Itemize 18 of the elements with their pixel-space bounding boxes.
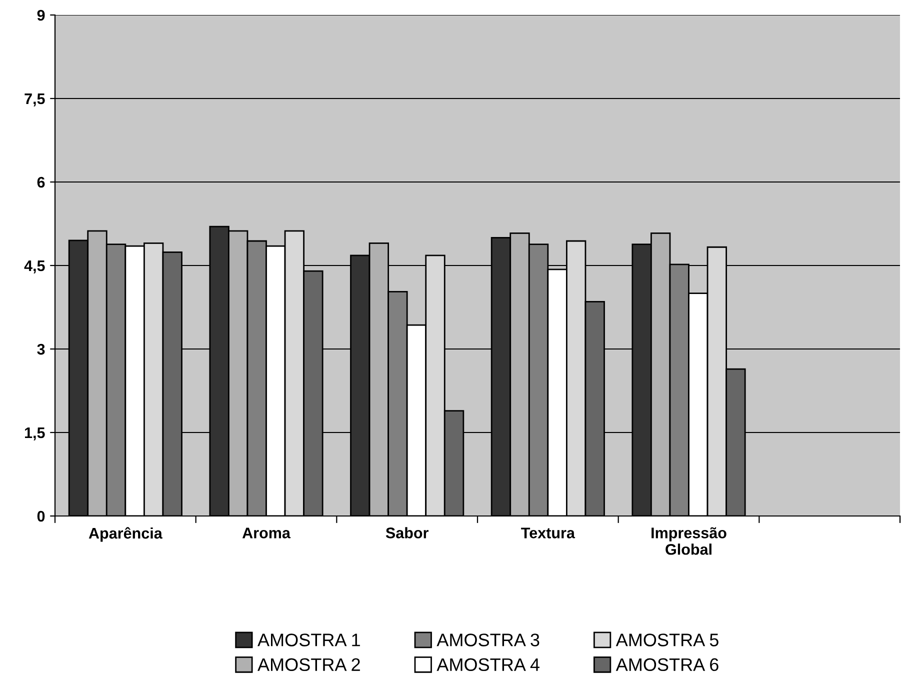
- legend-label: AMOSTRA 5: [616, 634, 718, 646]
- x-tick-label: Aroma: [242, 528, 291, 538]
- x-tick-label: Sabor: [386, 527, 428, 538]
- legend-label: AMOSTRA 6: [616, 658, 718, 672]
- x-tick-label: Impressão Global: [652, 527, 726, 555]
- y-tick-label: 3: [37, 344, 45, 355]
- y-tick-label: 9: [37, 10, 45, 21]
- x-tick-label: Textura: [521, 528, 576, 538]
- x-tick-label: Aparência: [88, 527, 162, 542]
- legend-label: AMOSTRA 3: [436, 634, 540, 646]
- legend-label: AMOSTRA 1: [258, 634, 360, 646]
- y-tick-label: 6: [37, 176, 45, 188]
- y-tick-label: 1,5: [25, 428, 45, 440]
- y-tick-label: 4,5: [24, 260, 45, 274]
- legend-label: AMOSTRA 2: [258, 658, 360, 672]
- y-tick-label: 7,5: [24, 94, 45, 106]
- legend-label: AMOSTRA 4: [436, 658, 540, 672]
- y-tick-label: 0: [37, 510, 45, 522]
